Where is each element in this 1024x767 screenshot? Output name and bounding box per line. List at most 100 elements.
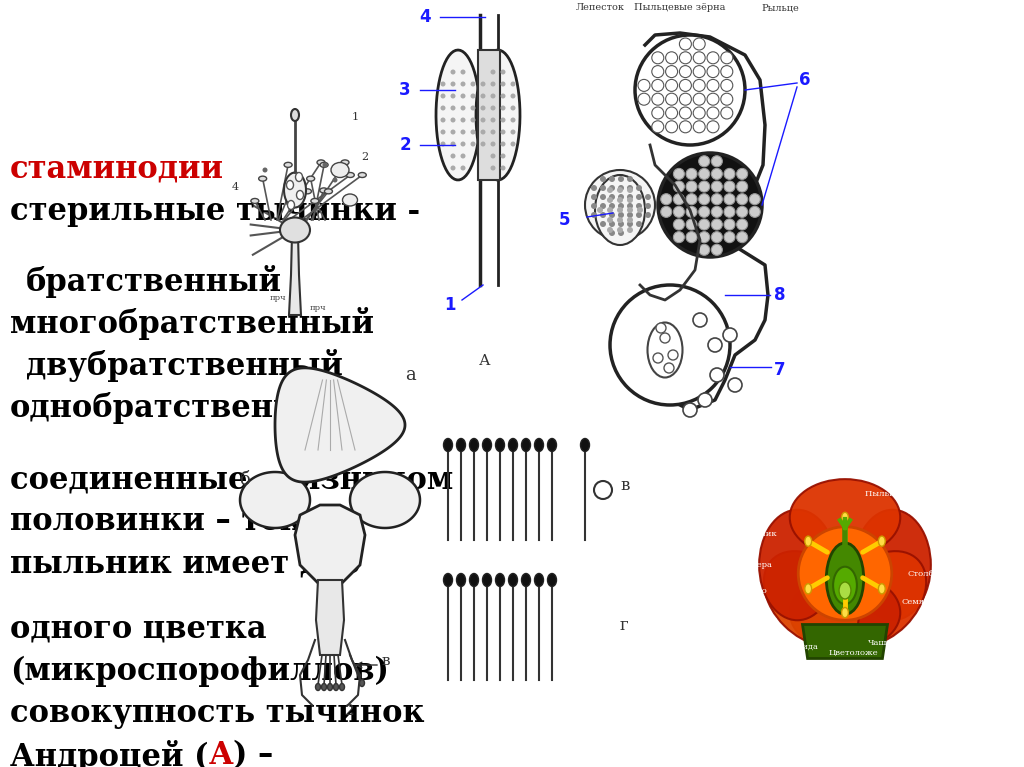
Ellipse shape xyxy=(346,173,354,177)
Circle shape xyxy=(501,117,506,123)
Ellipse shape xyxy=(854,510,931,621)
Circle shape xyxy=(708,338,722,352)
Ellipse shape xyxy=(521,574,530,587)
Circle shape xyxy=(674,181,684,192)
Circle shape xyxy=(461,130,466,134)
Text: 2: 2 xyxy=(399,136,411,154)
Circle shape xyxy=(636,203,642,209)
Circle shape xyxy=(470,106,475,110)
Circle shape xyxy=(712,245,722,255)
Circle shape xyxy=(511,117,515,123)
Circle shape xyxy=(660,194,672,205)
Circle shape xyxy=(723,328,737,342)
Ellipse shape xyxy=(482,439,492,452)
Circle shape xyxy=(736,206,748,217)
Circle shape xyxy=(707,80,719,91)
Ellipse shape xyxy=(469,574,478,587)
Circle shape xyxy=(721,66,733,77)
Circle shape xyxy=(627,185,633,191)
Text: Лепесток: Лепесток xyxy=(739,489,787,498)
Circle shape xyxy=(451,141,456,146)
Polygon shape xyxy=(476,50,520,180)
Text: б: б xyxy=(240,471,251,489)
Circle shape xyxy=(617,217,623,223)
Text: Синергида: Синергида xyxy=(770,643,818,650)
Polygon shape xyxy=(350,472,420,528)
Circle shape xyxy=(461,117,466,123)
Circle shape xyxy=(707,120,719,133)
Circle shape xyxy=(668,350,678,360)
Circle shape xyxy=(618,185,624,191)
Circle shape xyxy=(674,206,684,217)
Circle shape xyxy=(636,194,642,200)
Circle shape xyxy=(693,120,706,133)
Circle shape xyxy=(652,120,664,133)
Ellipse shape xyxy=(799,527,892,621)
Text: 5: 5 xyxy=(559,211,570,229)
Text: Столбик: Столбик xyxy=(908,570,945,578)
Ellipse shape xyxy=(328,683,333,690)
Ellipse shape xyxy=(581,439,590,452)
Circle shape xyxy=(728,378,742,392)
Ellipse shape xyxy=(548,439,556,452)
Circle shape xyxy=(600,194,606,200)
Circle shape xyxy=(600,203,606,209)
Ellipse shape xyxy=(251,199,259,203)
Circle shape xyxy=(511,81,515,87)
Circle shape xyxy=(698,169,710,179)
Circle shape xyxy=(451,153,456,159)
Circle shape xyxy=(501,81,506,87)
Ellipse shape xyxy=(457,574,466,587)
Text: 6: 6 xyxy=(800,71,811,89)
Circle shape xyxy=(636,212,642,218)
Circle shape xyxy=(652,66,664,77)
Circle shape xyxy=(501,153,506,159)
Circle shape xyxy=(617,197,623,203)
Ellipse shape xyxy=(321,163,328,167)
Circle shape xyxy=(627,227,633,233)
Circle shape xyxy=(645,212,651,218)
Text: Пыльцевые зёрна: Пыльцевые зёрна xyxy=(865,489,944,498)
Circle shape xyxy=(721,52,733,64)
Circle shape xyxy=(490,166,496,170)
Circle shape xyxy=(501,141,506,146)
Text: 1: 1 xyxy=(351,112,358,122)
Circle shape xyxy=(609,230,615,236)
Circle shape xyxy=(664,363,674,373)
Circle shape xyxy=(490,106,496,110)
Circle shape xyxy=(712,156,722,166)
Circle shape xyxy=(724,169,735,179)
Ellipse shape xyxy=(834,567,857,604)
Circle shape xyxy=(627,194,633,200)
Circle shape xyxy=(686,181,697,192)
Text: г: г xyxy=(620,617,629,634)
Circle shape xyxy=(712,206,722,217)
Text: в: в xyxy=(620,477,630,494)
Circle shape xyxy=(698,156,710,166)
Ellipse shape xyxy=(284,163,292,167)
Ellipse shape xyxy=(805,536,812,546)
Text: стаминодии: стаминодии xyxy=(10,153,224,184)
Ellipse shape xyxy=(325,189,333,194)
Text: в: в xyxy=(382,654,390,668)
Circle shape xyxy=(618,221,624,227)
Text: Антера: Антера xyxy=(740,561,772,569)
Circle shape xyxy=(674,232,684,242)
Circle shape xyxy=(451,81,456,87)
Circle shape xyxy=(645,203,651,209)
Circle shape xyxy=(712,181,722,192)
Circle shape xyxy=(652,94,664,105)
Circle shape xyxy=(679,38,691,50)
Circle shape xyxy=(679,66,691,77)
Circle shape xyxy=(451,94,456,98)
Circle shape xyxy=(511,130,515,134)
Circle shape xyxy=(451,166,456,170)
Ellipse shape xyxy=(317,160,325,165)
Circle shape xyxy=(607,207,613,213)
Circle shape xyxy=(698,181,710,192)
Text: 2: 2 xyxy=(361,152,369,162)
Ellipse shape xyxy=(443,439,453,452)
Text: Цветоложе: Цветоложе xyxy=(828,650,879,657)
Circle shape xyxy=(636,221,642,227)
Circle shape xyxy=(607,197,613,203)
